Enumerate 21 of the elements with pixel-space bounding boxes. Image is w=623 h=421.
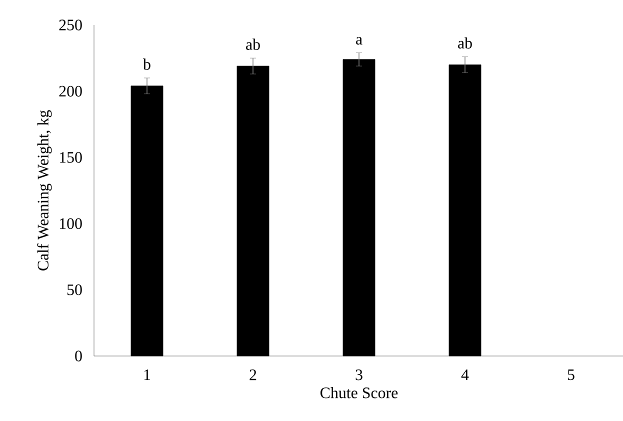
x-axis-title: Chute Score	[320, 387, 398, 398]
y-tick-label: 50	[67, 284, 82, 296]
x-tick-label: 4	[461, 370, 469, 380]
data-label: ab	[458, 37, 472, 49]
bar	[236, 66, 270, 356]
bar	[448, 64, 482, 356]
y-tick-label: 150	[60, 152, 82, 163]
x-tick-label: 2	[250, 370, 256, 380]
y-tick-label: 100	[60, 218, 82, 229]
x-tick-label: 5	[568, 370, 574, 380]
y-tick-label: 200	[59, 86, 82, 97]
y-axis-title: Calf Weaning Weight, kg	[37, 110, 52, 270]
x-tick-label: 3	[356, 370, 362, 380]
data-label: b	[143, 58, 150, 70]
y-tick-label: 250	[59, 20, 82, 30]
x-tick-label: 1	[144, 370, 150, 380]
bar	[130, 86, 164, 356]
data-label: ab	[246, 38, 260, 50]
bar	[342, 59, 376, 356]
data-label: a	[356, 36, 362, 45]
y-tick-label: 0	[75, 350, 82, 362]
